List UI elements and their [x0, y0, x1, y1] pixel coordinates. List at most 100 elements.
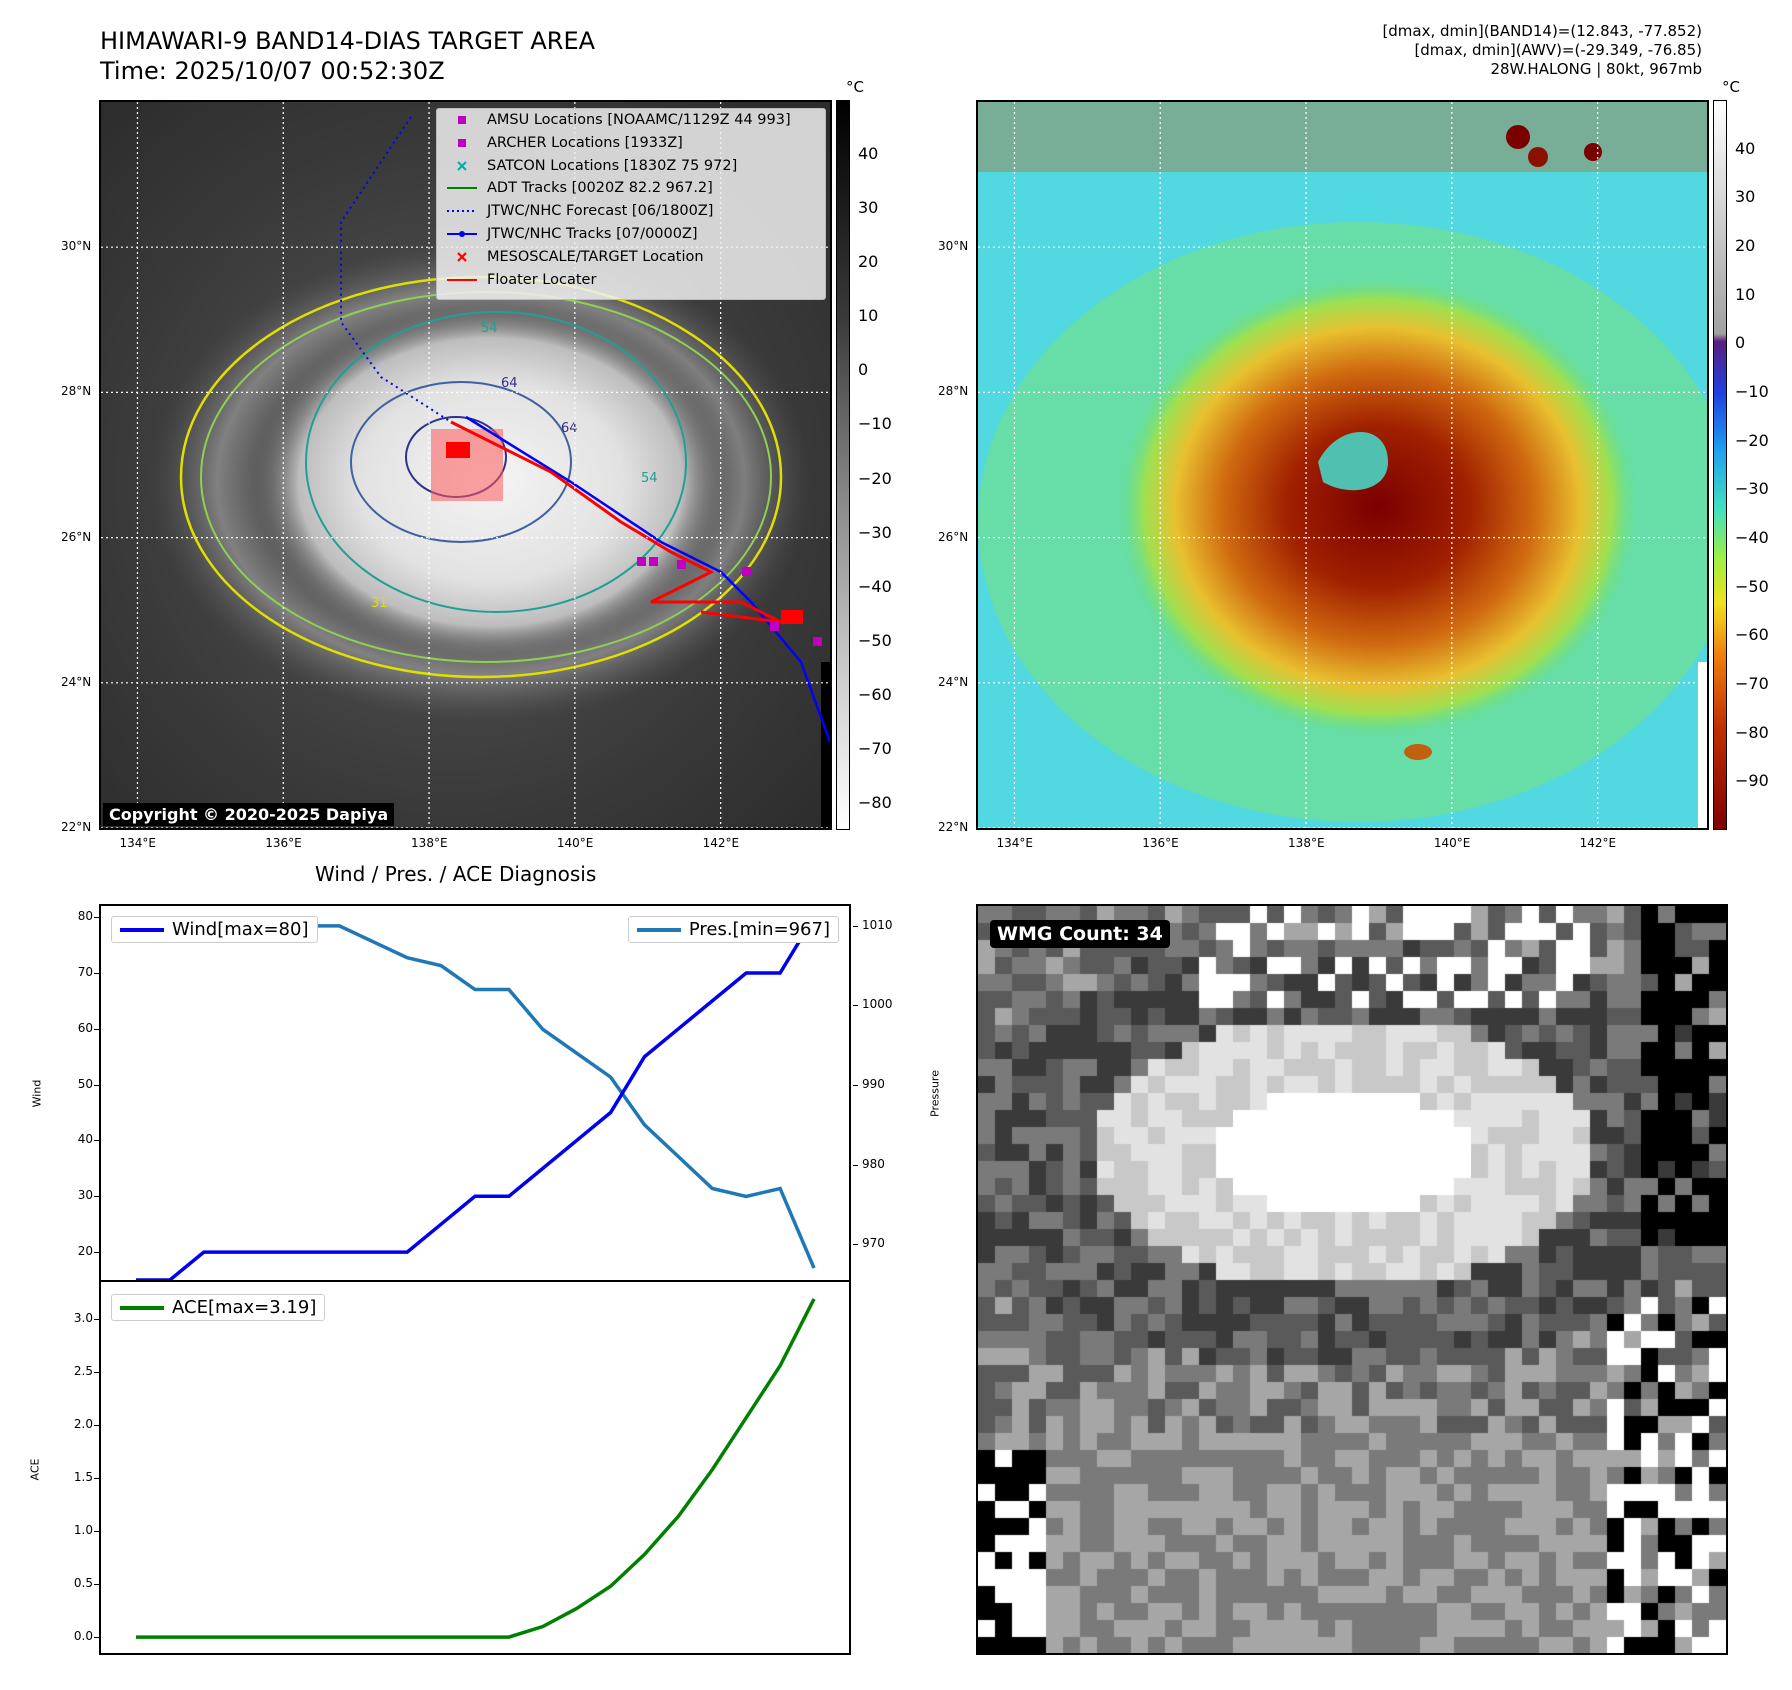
- colorbar-tick-label: −10: [858, 414, 892, 434]
- y-tick-mark: [94, 1425, 99, 1427]
- lon-tick-label: 134°E: [119, 836, 156, 850]
- info-line-2: [dmax, dmin](AWV)=(-29.349, -76.85): [1414, 41, 1702, 59]
- colorbar-tick-label: 30: [858, 198, 879, 218]
- y-tick-mark: [94, 1478, 99, 1480]
- ir-map-panel: 54 64 64 54 31 AMSU Locations [NOAAMC/11…: [99, 100, 832, 830]
- colorbar-tick-label: −50: [1735, 576, 1769, 596]
- colorbar-tick-label: −30: [1735, 479, 1769, 499]
- legend-symbol-x: [457, 252, 467, 262]
- legend-symbol-dotted: [447, 210, 477, 213]
- wmg-panel: WMG Count: 34: [976, 904, 1728, 1655]
- y-tick-mark: [853, 1244, 858, 1246]
- y-tick-label: 0.0: [73, 1629, 93, 1644]
- legend-item: AMSU Locations [NOAAMC/1129Z 44 993]: [437, 109, 825, 132]
- wind-pressure-chart: Wind[max=80] Pres.[min=967]: [99, 904, 851, 1282]
- y-tick-label: 0.5: [73, 1576, 93, 1591]
- y-tick-label: 50: [77, 1076, 93, 1091]
- legend-item: JTWC/NHC Forecast [06/1800Z]: [437, 200, 825, 223]
- awv-spot: [1404, 744, 1432, 760]
- lat-tick-label: 24°N: [61, 674, 92, 689]
- map-legend: AMSU Locations [NOAAMC/1129Z 44 993] ARCH…: [436, 108, 826, 300]
- y-tick-label: 20: [77, 1244, 93, 1259]
- title-line-1: HIMAWARI-9 BAND14-DIAS TARGET AREA: [100, 27, 596, 55]
- colorbar-tick-label: 0: [1735, 333, 1746, 353]
- y-tick-label: 1.0: [73, 1523, 93, 1538]
- lat-tick-label: 26°N: [938, 529, 969, 544]
- wind-legend-swatch: [120, 927, 164, 932]
- legend-symbol-line: [447, 187, 477, 190]
- legend-item: ARCHER Locations [1933Z]: [437, 132, 825, 155]
- y-tick-mark: [94, 917, 99, 919]
- colorbar-tick-label: −80: [858, 792, 892, 812]
- colorbar-tick-label: 10: [858, 306, 879, 326]
- y-tick-mark: [853, 925, 858, 927]
- lon-tick-label: 134°E: [996, 836, 1033, 850]
- ace-legend: ACE[max=3.19]: [111, 1294, 326, 1321]
- contour-label-64b: 64: [561, 421, 578, 436]
- colorbar-tick-label: −40: [1735, 528, 1769, 547]
- colorbar-tick-label: −50: [858, 630, 892, 650]
- colorbar-tick-label: −70: [858, 738, 892, 758]
- awv-gridlines: [978, 102, 1707, 828]
- legend-symbol-x: [457, 160, 467, 171]
- y-tick-mark: [853, 1085, 858, 1087]
- contour-teal: [305, 311, 687, 613]
- colorbar-tick-label: −80: [1735, 722, 1769, 742]
- awv-colorbar-unit: °C: [1722, 78, 1740, 96]
- ace-series-line: [136, 1298, 816, 1639]
- y-tick-mark: [94, 972, 99, 974]
- wind-series-line: [136, 916, 816, 1280]
- y-tick-label: 2.0: [73, 1417, 93, 1432]
- y-tick-mark: [94, 1084, 99, 1086]
- legend-symbol-square: [458, 138, 466, 147]
- wind-axis-label: Wind: [30, 1079, 44, 1108]
- legend-label: ARCHER Locations [1933Z]: [487, 134, 683, 151]
- wmg-pixel-image: [978, 906, 1726, 1653]
- lon-tick-label: 138°E: [411, 836, 448, 850]
- colorbar-tick-label: −70: [1735, 674, 1769, 693]
- lon-tick-label: 140°E: [1433, 836, 1471, 850]
- figure-title: HIMAWARI-9 BAND14-DIAS TARGET AREA Time:…: [100, 26, 595, 86]
- wind-pressure-plot: [136, 916, 816, 1280]
- y-tick-mark: [94, 1196, 99, 1198]
- colorbar-tick-label: 20: [858, 252, 879, 272]
- colorbar-tick-label: 0: [858, 360, 869, 380]
- info-block: [dmax, dmin](BAND14)=(12.843, -77.852) […: [1382, 22, 1702, 79]
- y-tick-label: 3.0: [73, 1311, 93, 1326]
- wmg-count-label: WMG Count: 34: [990, 920, 1170, 948]
- colorbar-tick-label: 30: [1735, 187, 1756, 207]
- wind-chart-title: Wind / Pres. / ACE Diagnosis: [315, 862, 597, 886]
- y-tick-label: 1.5: [73, 1470, 93, 1485]
- legend-label: AMSU Locations [NOAAMC/1129Z 44 993]: [487, 112, 791, 128]
- copyright-label: Copyright © 2020-2025 Dapiya: [103, 803, 395, 826]
- legend-label: JTWC/NHC Tracks [07/0000Z]: [487, 225, 698, 242]
- legend-symbol-square: [458, 116, 466, 124]
- pressure-legend-swatch: [636, 927, 681, 932]
- wind-legend-label: Wind[max=80]: [172, 919, 309, 940]
- ir-colorbar-unit: °C: [846, 78, 864, 96]
- y-tick-label: 2.5: [73, 1364, 93, 1379]
- pressure-legend: Pres.[min=967]: [627, 916, 839, 943]
- legend-symbol-line-dot: [447, 230, 477, 237]
- y-tick-mark: [94, 1584, 99, 1586]
- legend-label: ADT Tracks [0020Z 82.2 967.2]: [487, 180, 713, 197]
- lat-tick-label: 30°N: [61, 239, 92, 254]
- y-tick-mark: [94, 1028, 99, 1030]
- colorbar-tick-label: −60: [1735, 625, 1769, 645]
- contour-label-54: 54: [481, 321, 498, 336]
- y-tick-mark: [853, 1164, 858, 1166]
- y-tick-label: 70: [77, 964, 93, 979]
- lat-tick-label: 30°N: [938, 239, 969, 254]
- legend-item: ADT Tracks [0020Z 82.2 967.2]: [437, 177, 825, 200]
- lat-tick-label: 28°N: [61, 384, 92, 399]
- y-tick-label: 40: [77, 1132, 93, 1147]
- forecast-track: [340, 116, 452, 423]
- y-tick-label: 970: [862, 1236, 885, 1251]
- lat-tick-label: 28°N: [938, 384, 969, 399]
- y-tick-label: 80: [77, 909, 93, 924]
- mesoscale-markers: [446, 442, 803, 624]
- legend-symbol-line: [447, 278, 477, 281]
- ace-legend-swatch: [120, 1305, 164, 1310]
- y-tick-mark: [94, 1140, 99, 1142]
- y-tick-label: 1010: [862, 917, 893, 932]
